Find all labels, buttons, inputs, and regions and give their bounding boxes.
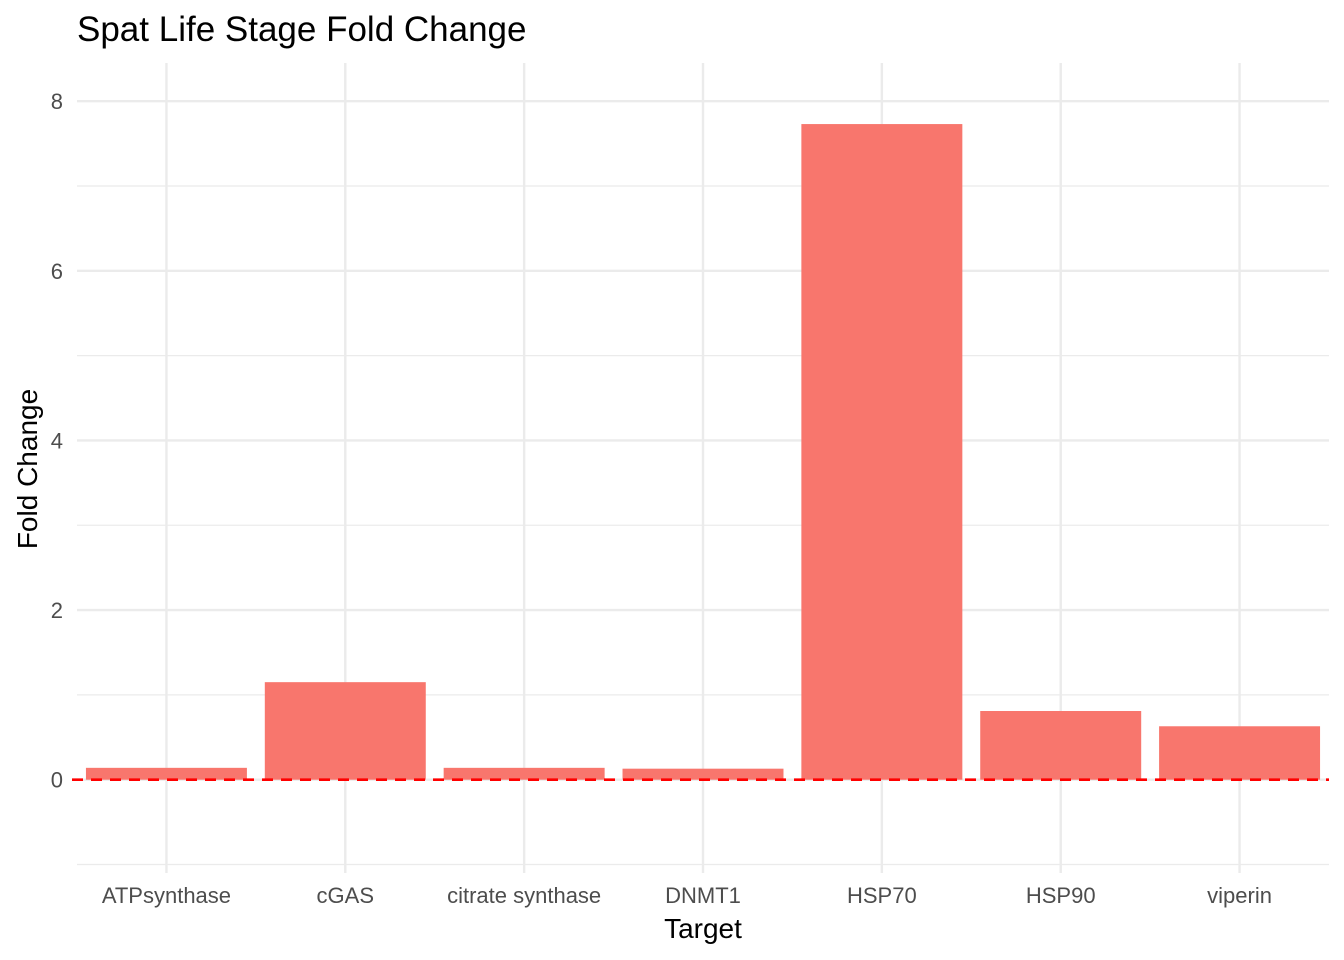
x-tick-label: citrate synthase: [447, 883, 601, 908]
bar-viperin: [1159, 726, 1321, 780]
bar-dnmt1: [622, 768, 784, 780]
y-tick-label: 0: [51, 768, 63, 793]
bar-layer: [85, 124, 1321, 780]
bar-hsp90: [980, 711, 1142, 780]
bar-cgas: [264, 682, 426, 780]
y-tick-label: 6: [51, 259, 63, 284]
x-tick-label: ATPsynthase: [102, 883, 231, 908]
x-tick-label: viperin: [1207, 883, 1272, 908]
x-tick-labels: ATPsynthase cGAS citrate synthase DNMT1 HSP7…: [102, 883, 1272, 908]
y-tick-label: 8: [51, 89, 63, 114]
x-tick-label: HSP70: [847, 883, 917, 908]
bar-atpsynthase: [85, 767, 247, 780]
y-tick-labels: 0 2 4 6 8: [51, 89, 63, 793]
y-axis-title: Fold Change: [12, 389, 43, 549]
bar-citrate-synthase: [443, 767, 605, 780]
x-axis-title: Target: [664, 913, 742, 944]
y-tick-label: 2: [51, 598, 63, 623]
x-tick-label: cGAS: [317, 883, 374, 908]
x-tick-label: HSP90: [1026, 883, 1096, 908]
bar-hsp70: [801, 124, 963, 780]
y-tick-label: 4: [51, 428, 63, 453]
x-tick-label: DNMT1: [665, 883, 741, 908]
chart-title: Spat Life Stage Fold Change: [77, 10, 526, 49]
